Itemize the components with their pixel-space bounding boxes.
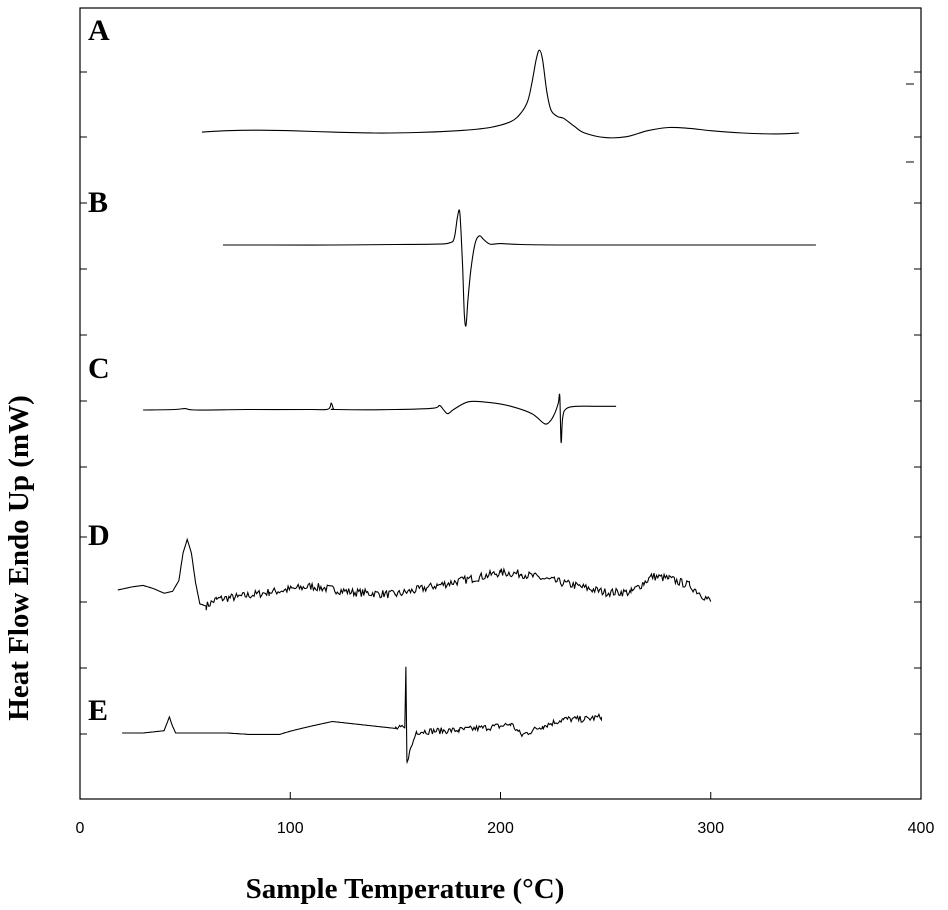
trace-d [117,537,712,611]
plot-frame [79,7,922,800]
x-tick-label-2: 200 [487,820,514,837]
x-tick-label-1: 100 [277,820,304,837]
x-tick-label-3: 300 [697,820,724,837]
x-axis-ticks: 0 100 200 300 400 [76,792,935,837]
panel-labels: A B C D E [88,14,110,727]
trace-b [223,209,816,327]
y-axis-ticks [80,71,921,735]
trace-c [143,393,617,444]
traces [117,49,816,765]
panel-label-b: B [88,186,108,219]
trace-a [201,49,800,139]
panel-label-e: E [88,694,108,727]
trace-e [122,666,602,765]
panel-label-d: D [88,519,110,552]
panel-label-a: A [88,14,110,47]
panel-label-c: C [88,352,110,385]
x-axis-label: Sample Temperature (°C) [246,873,565,905]
x-tick-label-0: 0 [76,820,85,837]
y-axis-label: Heat Flow Endo Up (mW) [3,395,35,720]
x-tick-label-4: 400 [908,820,935,837]
